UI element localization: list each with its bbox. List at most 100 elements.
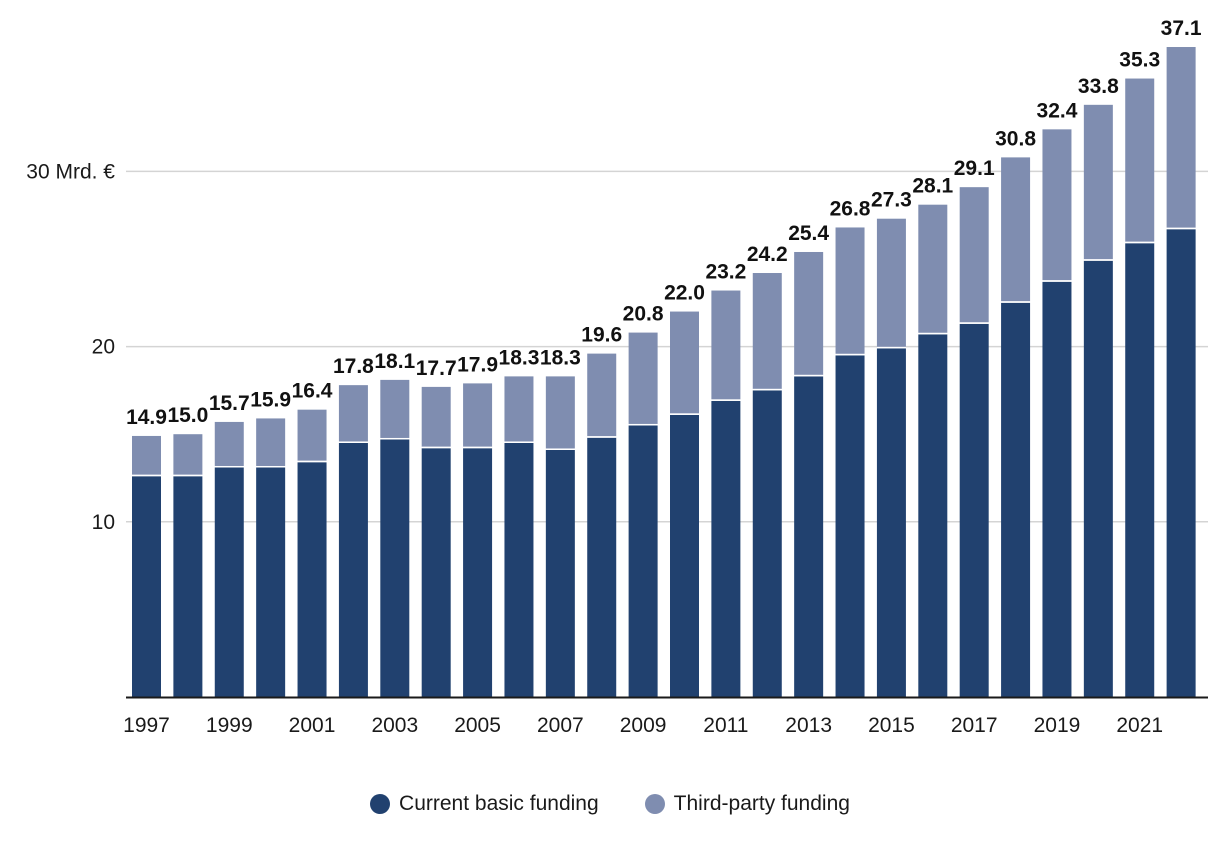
bar-third-party-2007 <box>545 376 575 449</box>
bar-third-party-2018 <box>1001 157 1031 302</box>
bar-current-2002 <box>338 442 368 697</box>
bar-third-party-2004 <box>421 386 451 447</box>
bar-third-party-2013 <box>794 251 824 375</box>
x-tick-label-2013: 2013 <box>785 714 832 737</box>
y-tick-label-10: 10 <box>92 511 115 534</box>
bar-current-2013 <box>794 376 824 697</box>
legend: Current basic funding Third-party fundin… <box>0 792 1220 816</box>
total-label-2015: 27.3 <box>871 189 912 212</box>
total-label-2007: 18.3 <box>540 346 581 369</box>
bar-current-2001 <box>297 462 327 697</box>
bar-current-1998 <box>173 476 203 697</box>
legend-item-current-basic-funding: Current basic funding <box>370 792 599 816</box>
x-tick-label-2003: 2003 <box>371 714 418 737</box>
bar-third-party-2016 <box>918 204 948 333</box>
legend-swatch-current <box>370 794 391 814</box>
bar-third-party-2017 <box>959 187 989 323</box>
x-tick-label-2019: 2019 <box>1034 714 1081 737</box>
x-tick-label-1997: 1997 <box>123 714 170 737</box>
bar-current-2005 <box>463 448 493 697</box>
total-label-2003: 18.1 <box>374 350 415 373</box>
bar-current-2021 <box>1125 243 1155 697</box>
bar-current-2009 <box>628 425 658 697</box>
bar-third-party-2005 <box>463 383 493 447</box>
bar-third-party-2021 <box>1125 78 1155 242</box>
x-tick-label-2017: 2017 <box>951 714 998 737</box>
total-label-2011: 23.2 <box>705 261 746 284</box>
total-label-2009: 20.8 <box>623 303 664 326</box>
bar-third-party-2008 <box>587 353 617 437</box>
total-label-2022: 37.1 <box>1161 17 1202 40</box>
bar-current-2017 <box>959 323 989 697</box>
bar-third-party-2022 <box>1166 47 1196 228</box>
total-label-2017: 29.1 <box>954 157 995 180</box>
bar-third-party-2015 <box>876 218 906 347</box>
bar-current-2000 <box>256 467 286 697</box>
bar-current-2019 <box>1042 281 1072 697</box>
bar-current-2010 <box>670 414 699 697</box>
bar-current-2008 <box>587 437 617 697</box>
bar-current-1999 <box>214 467 244 697</box>
bar-current-2011 <box>711 400 741 697</box>
bar-third-party-2011 <box>711 290 741 400</box>
bar-third-party-2020 <box>1083 104 1113 260</box>
bar-current-2014 <box>835 355 865 697</box>
legend-label-third-party: Third-party funding <box>673 792 850 815</box>
x-tick-label-1999: 1999 <box>206 714 253 737</box>
bar-third-party-1997 <box>132 435 161 475</box>
bar-third-party-2010 <box>670 311 699 414</box>
bar-third-party-2002 <box>338 385 368 442</box>
y-tick-label-30: 30 Mrd. € <box>26 160 115 183</box>
x-tick-label-2007: 2007 <box>537 714 584 737</box>
legend-item-third-party-funding: Third-party funding <box>644 792 850 816</box>
bar-third-party-2006 <box>504 376 534 442</box>
bar-third-party-2009 <box>628 332 658 424</box>
bar-third-party-2000 <box>256 418 286 466</box>
bar-third-party-2019 <box>1042 129 1072 281</box>
x-tick-label-2001: 2001 <box>289 714 336 737</box>
bar-current-2004 <box>421 448 451 697</box>
total-label-2019: 32.4 <box>1037 99 1078 122</box>
total-label-2016: 28.1 <box>912 175 953 198</box>
bar-current-2022 <box>1166 229 1196 697</box>
x-tick-label-2005: 2005 <box>454 714 501 737</box>
legend-label-current: Current basic funding <box>399 792 599 815</box>
bar-current-2003 <box>380 439 410 697</box>
y-tick-label-20: 20 <box>92 336 115 359</box>
bar-third-party-2012 <box>752 273 782 389</box>
bar-current-2020 <box>1083 260 1113 697</box>
x-tick-label-2011: 2011 <box>703 714 748 737</box>
bar-third-party-2003 <box>380 379 410 438</box>
total-label-1999: 15.7 <box>209 392 250 415</box>
total-label-2018: 30.8 <box>995 127 1036 150</box>
bar-third-party-1999 <box>214 421 244 466</box>
total-label-1997: 14.9 <box>126 406 167 429</box>
bar-current-2012 <box>752 390 782 697</box>
total-label-2010: 22.0 <box>664 282 705 305</box>
bar-current-2016 <box>918 334 948 697</box>
bar-current-2018 <box>1001 302 1031 697</box>
total-label-2014: 26.8 <box>830 197 871 220</box>
bar-third-party-1998 <box>173 434 203 475</box>
x-tick-label-2009: 2009 <box>620 714 667 737</box>
total-label-2020: 33.8 <box>1078 75 1119 98</box>
bar-third-party-2014 <box>835 227 865 354</box>
x-tick-label-2021: 2021 <box>1116 714 1163 737</box>
total-label-2021: 35.3 <box>1119 49 1160 72</box>
legend-swatch-third-party <box>644 794 665 814</box>
bar-current-2006 <box>504 442 534 697</box>
bar-current-1997 <box>132 476 161 697</box>
total-label-2002: 17.8 <box>333 355 374 378</box>
bar-third-party-2001 <box>297 409 327 461</box>
total-label-1998: 15.0 <box>167 404 208 427</box>
total-label-2000: 15.9 <box>250 388 291 411</box>
total-label-2005: 17.9 <box>457 353 498 376</box>
x-tick-label-2015: 2015 <box>868 714 915 737</box>
total-label-2013: 25.4 <box>788 222 829 245</box>
bar-current-2007 <box>545 449 575 697</box>
total-label-2012: 24.2 <box>747 243 788 266</box>
total-label-2001: 16.4 <box>292 380 333 403</box>
total-label-2008: 19.6 <box>581 324 622 347</box>
